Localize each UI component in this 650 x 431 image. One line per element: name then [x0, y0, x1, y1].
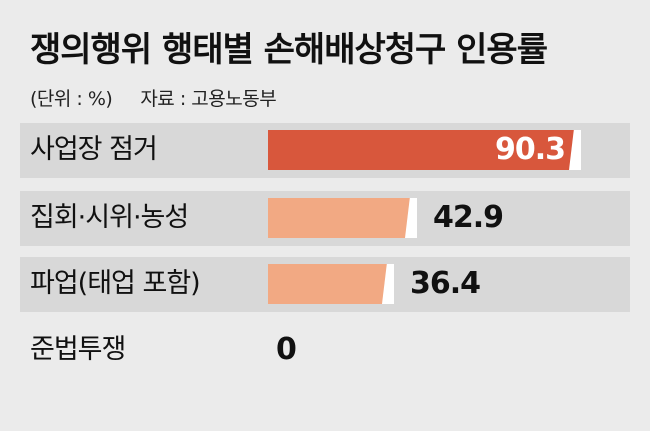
category-label: 사업장 점거 — [30, 134, 158, 165]
bar-end-cap — [405, 198, 417, 238]
value-label: 36.4 — [410, 266, 481, 301]
category-label: 준법투쟁 — [30, 334, 126, 365]
value-label: 42.9 — [433, 200, 504, 235]
value-label: 90.3 — [494, 132, 566, 167]
category-label: 파업(태업 포함) — [30, 268, 201, 299]
bar — [268, 264, 394, 304]
chart-subtitle: (단위 : %) 자료 : 고용노동부 — [30, 84, 277, 111]
unit-label: (단위 : %) — [30, 88, 113, 110]
category-label: 집회·시위·농성 — [30, 202, 189, 233]
source-label: 자료 : 고용노동부 — [140, 88, 277, 110]
bar — [268, 130, 581, 170]
bar — [268, 198, 417, 238]
bar-end-cap — [569, 130, 581, 170]
value-label: 0 — [276, 332, 297, 367]
chart-title: 쟁의행위 행태별 손해배상청구 인용률 — [30, 30, 548, 70]
bar-end-cap — [382, 264, 394, 304]
